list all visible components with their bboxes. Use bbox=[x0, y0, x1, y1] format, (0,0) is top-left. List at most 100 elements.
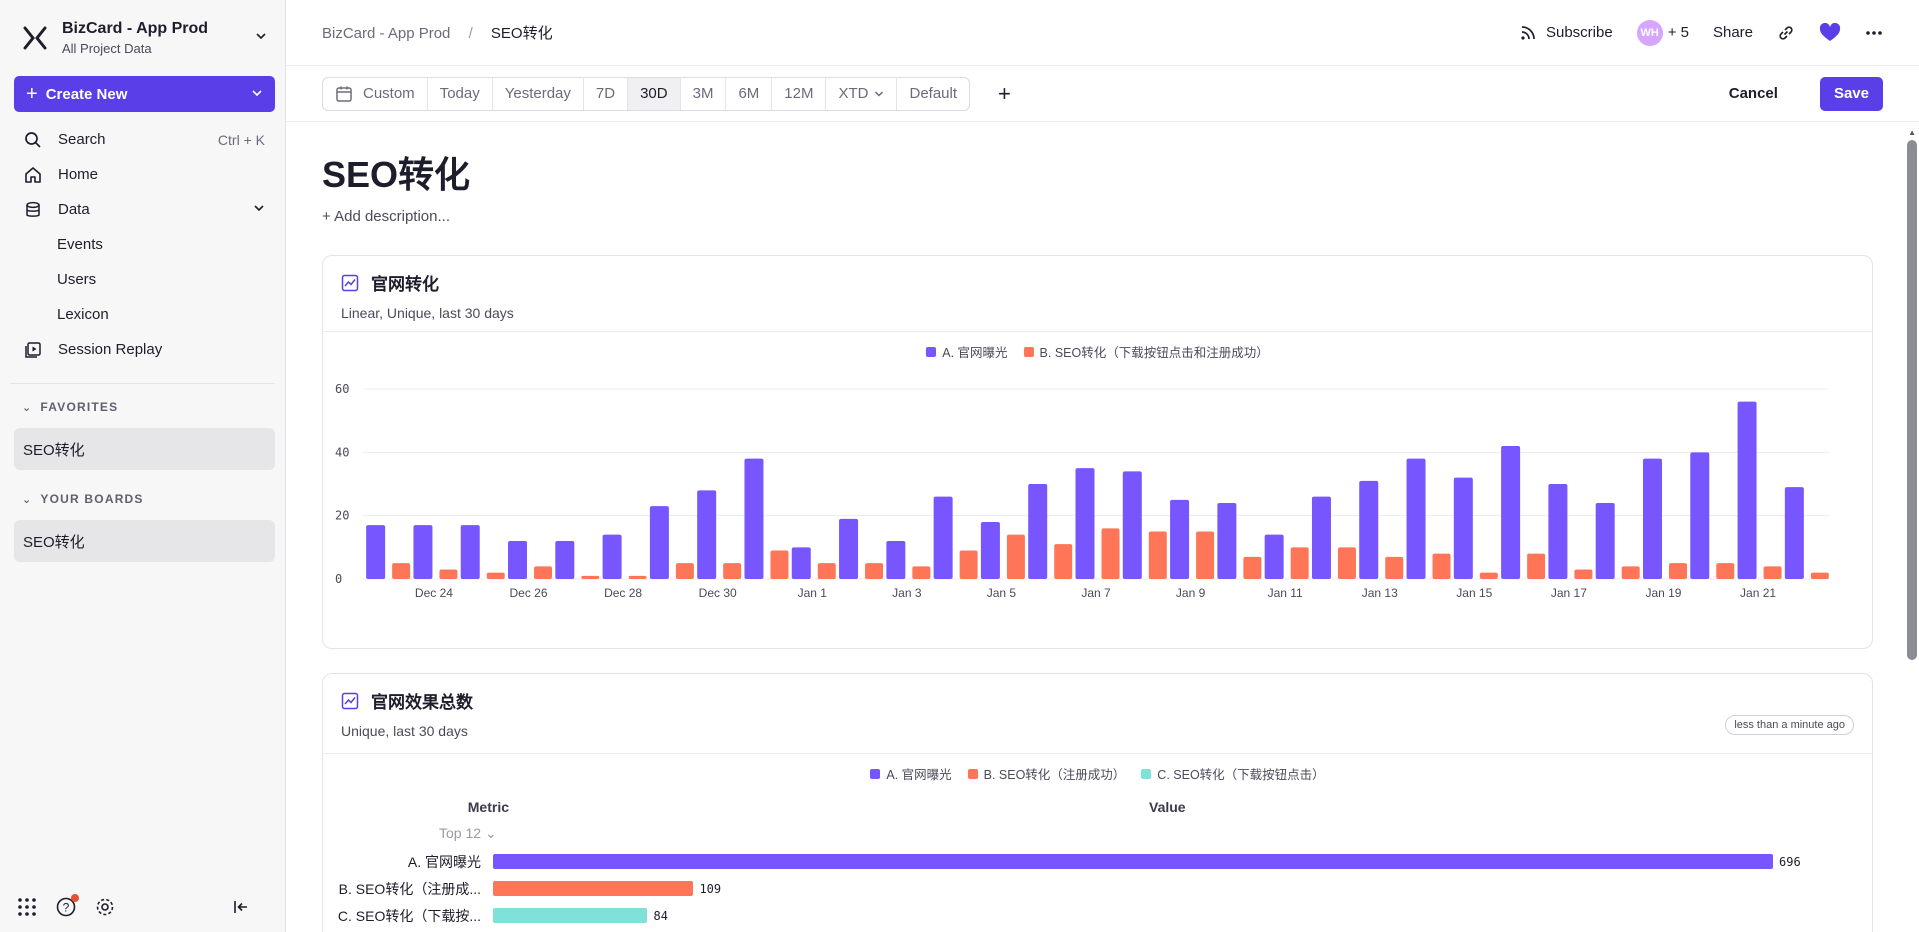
sidebar-item-session-replay[interactable]: Session Replay bbox=[0, 332, 285, 367]
bar-series-b[interactable] bbox=[1196, 531, 1215, 580]
bar-series-a[interactable] bbox=[1690, 452, 1710, 579]
sidebar-item-users[interactable]: Users bbox=[57, 271, 97, 288]
add-filter-plus-icon[interactable]: + bbox=[998, 80, 1011, 106]
bar-series-b[interactable] bbox=[1101, 528, 1120, 579]
bar-series-b[interactable] bbox=[1432, 553, 1451, 579]
bar-series-b[interactable] bbox=[1621, 566, 1640, 579]
bar-series-a[interactable] bbox=[1359, 480, 1379, 579]
bar-series-b[interactable] bbox=[1385, 556, 1404, 579]
bar-series-b[interactable] bbox=[1148, 531, 1167, 580]
bar-series-b[interactable] bbox=[1243, 556, 1262, 579]
range-6m[interactable]: 6M bbox=[726, 77, 773, 110]
bar-series-b[interactable] bbox=[959, 550, 978, 580]
gear-icon[interactable] bbox=[94, 896, 116, 918]
range-today[interactable]: Today bbox=[428, 77, 493, 110]
bar-series-a[interactable] bbox=[839, 518, 859, 579]
sidebar-item-data[interactable]: Data bbox=[0, 192, 285, 227]
bar-series-a[interactable] bbox=[460, 525, 480, 579]
legend-item[interactable]: A. 官网曝光 bbox=[870, 764, 952, 783]
bar-series-b[interactable] bbox=[1527, 553, 1546, 579]
your-boards-header[interactable]: ⌄ YOUR BOARDS bbox=[0, 484, 285, 514]
card-title[interactable]: 官网转化 bbox=[371, 275, 439, 294]
bar-series-b[interactable] bbox=[817, 563, 836, 579]
sidebar-item-search[interactable]: Search Ctrl + K bbox=[0, 122, 285, 157]
bar-series-b[interactable] bbox=[1574, 569, 1593, 580]
bar-series-b[interactable] bbox=[675, 563, 694, 579]
sidebar-item-lexicon[interactable]: Lexicon bbox=[57, 306, 109, 323]
bar-series-a[interactable] bbox=[1737, 401, 1757, 579]
range-3m[interactable]: 3M bbox=[681, 77, 727, 110]
subscribe-button[interactable]: Subscribe bbox=[1519, 24, 1613, 42]
board-item[interactable]: SEO转化 bbox=[14, 520, 275, 562]
bar-series-a[interactable] bbox=[980, 522, 1000, 579]
cancel-button[interactable]: Cancel bbox=[1728, 85, 1778, 102]
bar-series-b[interactable] bbox=[770, 550, 789, 580]
legend-item[interactable]: B. SEO转化（注册成功） bbox=[967, 764, 1125, 783]
bar-series-a[interactable] bbox=[366, 525, 386, 579]
collapse-sidebar-icon[interactable] bbox=[230, 896, 252, 918]
range-30d[interactable]: 30D bbox=[628, 77, 681, 110]
bar-series-a[interactable] bbox=[649, 506, 669, 579]
last-updated-badge[interactable]: less than a minute ago bbox=[1725, 715, 1854, 735]
bar-series-b[interactable] bbox=[912, 566, 931, 579]
bar-series-a[interactable] bbox=[508, 541, 528, 579]
bar-series-b[interactable] bbox=[1716, 563, 1735, 579]
bar-series-b[interactable] bbox=[628, 575, 647, 579]
range-default[interactable]: Default bbox=[909, 85, 958, 102]
bar-series-b[interactable] bbox=[486, 572, 505, 579]
bar-series-a[interactable] bbox=[1075, 468, 1095, 579]
bar-series-a[interactable] bbox=[1028, 484, 1048, 579]
bar-series-a[interactable] bbox=[1122, 471, 1142, 579]
bar-series-a[interactable] bbox=[1548, 484, 1568, 579]
bar-series-a[interactable] bbox=[1595, 503, 1615, 579]
bar-series-b[interactable] bbox=[1479, 572, 1498, 579]
create-new-button[interactable]: + Create New bbox=[14, 76, 275, 112]
bar-series-b[interactable] bbox=[439, 569, 458, 580]
bar-series-a[interactable] bbox=[1170, 499, 1190, 579]
bar-series-b[interactable] bbox=[534, 566, 553, 579]
range-xtd[interactable]: XTD bbox=[826, 77, 898, 110]
range-12m[interactable]: 12M bbox=[772, 77, 827, 110]
range-7d[interactable]: 7D bbox=[584, 77, 629, 110]
legend-item[interactable]: B. SEO转化（下载按钮点击和注册成功） bbox=[1023, 342, 1269, 361]
bar-series-a[interactable] bbox=[744, 458, 764, 579]
metric-bar[interactable] bbox=[493, 881, 694, 896]
bar-series-a[interactable] bbox=[413, 525, 433, 579]
board-title[interactable]: SEO转化 bbox=[322, 154, 471, 195]
bar-series-a[interactable] bbox=[697, 490, 717, 579]
bar-series-a[interactable] bbox=[791, 547, 811, 579]
bar-series-a[interactable] bbox=[933, 496, 953, 579]
legend-item[interactable]: C. SEO转化（下载按钮点击） bbox=[1141, 764, 1325, 783]
bar-series-a[interactable] bbox=[1264, 534, 1284, 579]
share-button[interactable]: Share bbox=[1712, 24, 1753, 41]
bar-series-a[interactable] bbox=[1642, 458, 1662, 579]
bar-series-a[interactable] bbox=[886, 541, 906, 579]
more-options-icon[interactable] bbox=[1865, 30, 1883, 36]
top-n-selector[interactable]: Top 12 ⌄ bbox=[439, 825, 1872, 842]
favorite-item[interactable]: SEO转化 bbox=[14, 428, 275, 470]
legend-item[interactable]: A. 官网曝光 bbox=[926, 342, 1008, 361]
bar-series-a[interactable] bbox=[1453, 477, 1473, 579]
card-title[interactable]: 官网效果总数 bbox=[371, 693, 473, 712]
bar-series-a[interactable] bbox=[1406, 458, 1426, 579]
metric-row[interactable]: A. 官网曝光 696 bbox=[323, 848, 1872, 875]
sidebar-item-events[interactable]: Events bbox=[57, 236, 103, 253]
bar-series-b[interactable] bbox=[1290, 547, 1309, 579]
bar-series-b[interactable] bbox=[1810, 572, 1829, 579]
range-yesterday[interactable]: Yesterday bbox=[493, 77, 584, 110]
save-button[interactable]: Save bbox=[1819, 76, 1883, 111]
metric-row[interactable]: B. SEO转化（注册成... 109 bbox=[323, 875, 1872, 902]
metric-bar[interactable] bbox=[493, 854, 1773, 869]
bar-series-a[interactable] bbox=[1217, 503, 1237, 579]
help-icon[interactable]: ? bbox=[55, 894, 79, 918]
range-custom[interactable]: Custom bbox=[323, 77, 428, 110]
project-switcher[interactable]: BizCard - App Prod All Project Data bbox=[0, 0, 285, 76]
bar-series-a[interactable] bbox=[1311, 496, 1331, 579]
scrollbar[interactable] bbox=[1907, 140, 1917, 660]
bar-series-b[interactable] bbox=[1763, 566, 1782, 579]
bar-series-a[interactable] bbox=[1501, 446, 1521, 579]
bar-series-b[interactable] bbox=[581, 575, 600, 579]
metric-bar[interactable] bbox=[493, 908, 648, 923]
favorites-header[interactable]: ⌄ FAVORITES bbox=[0, 392, 285, 422]
bar-series-b[interactable] bbox=[1337, 547, 1356, 579]
